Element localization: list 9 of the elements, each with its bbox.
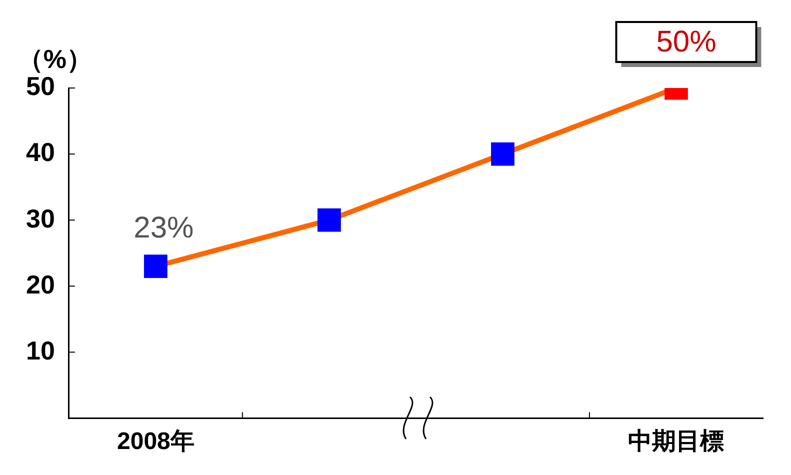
y-tick-label: 30 (26, 203, 55, 234)
x-tick-label: 2008年 (116, 428, 194, 456)
y-tick-label: 40 (26, 137, 55, 168)
x-tick-label: 中期目標 (628, 428, 724, 456)
data-label: 23% (134, 212, 194, 245)
data-label: 50% (656, 25, 716, 58)
y-tick-label: 20 (26, 269, 55, 300)
y-tick-label: 10 (26, 335, 55, 366)
y-axis-title: （%） (17, 44, 92, 74)
